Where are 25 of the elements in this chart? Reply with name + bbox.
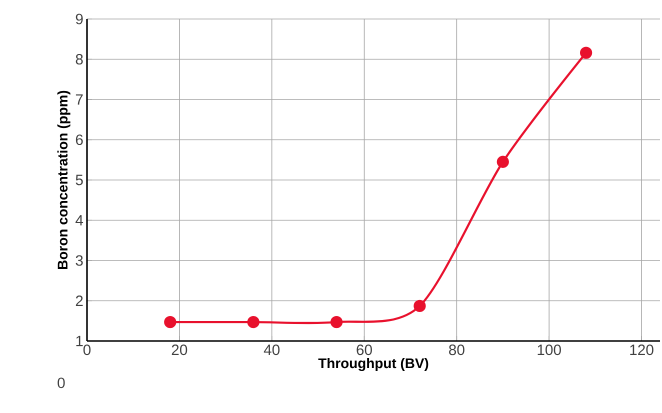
x-tick-label: 100 (538, 344, 561, 356)
y-tick-label: 6 (76, 134, 83, 146)
y-axis-title: Boron concentration (ppm) (57, 90, 70, 269)
y-tick-label: 7 (76, 94, 83, 105)
y-tick-label: 2 (76, 296, 83, 306)
point (330, 316, 343, 328)
x-tick-label: 60 (356, 344, 372, 356)
x-tick-label: 120 (630, 344, 654, 356)
y-tick-label: 1 (76, 336, 83, 346)
point (414, 300, 426, 312)
x-tick-label: 80 (449, 344, 464, 356)
x-tick-label: 40 (264, 344, 280, 356)
point (247, 316, 260, 328)
point (164, 316, 176, 328)
text: 0 (58, 378, 65, 388)
y-tick-label: 3 (76, 255, 83, 266)
y-tick-label: 8 (76, 54, 83, 65)
point (580, 46, 592, 59)
x-axis-title: Throughput (BV) (318, 358, 428, 372)
x-tick-label: 20 (172, 344, 188, 356)
y-tick-label: 5 (76, 174, 83, 186)
x-tick-label: 0 (83, 344, 91, 356)
y-tick-label: 4 (76, 215, 84, 226)
y-tick-label: 9 (76, 14, 83, 24)
point (496, 156, 509, 168)
